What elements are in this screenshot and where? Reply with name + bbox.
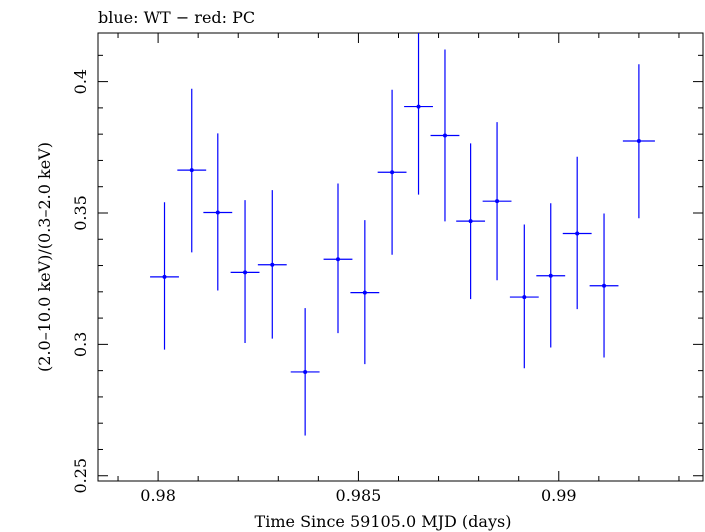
y-tick-label: 0.35 [71, 195, 90, 231]
data-point [404, 33, 433, 195]
data-marker [468, 219, 473, 224]
data-point [177, 88, 207, 253]
data-marker [243, 270, 248, 275]
data-point [430, 49, 460, 222]
data-point [257, 190, 287, 339]
data-point [589, 213, 619, 358]
chart-title: blue: WT − red: PC [98, 8, 255, 27]
data-marker [215, 210, 220, 215]
data-marker [162, 274, 167, 279]
data-point [562, 156, 592, 310]
data-marker [335, 257, 340, 262]
data-point [350, 220, 380, 365]
data-points [150, 33, 655, 436]
x-axis-label: Time Since 59105.0 MJD (days) [255, 512, 512, 531]
data-marker [636, 138, 641, 143]
data-marker [495, 199, 500, 204]
data-marker [602, 283, 607, 288]
data-point [536, 203, 566, 348]
data-point [622, 64, 655, 219]
data-marker [303, 369, 308, 374]
data-marker [390, 170, 395, 175]
data-point [377, 89, 407, 255]
data-marker [416, 104, 421, 109]
data-marker [522, 295, 527, 300]
data-marker [362, 290, 367, 295]
x-tick-label: 0.99 [541, 486, 577, 505]
y-axis-label: (2.0–10.0 keV)/(0.3–2.0 keV) [35, 142, 54, 372]
axis-tick-labels: 0.98 0.985 0.99 0.25 0.3 0.35 0.4 [71, 69, 577, 505]
x-tick-label: 0.98 [140, 486, 176, 505]
y-tick-label: 0.4 [71, 69, 90, 94]
data-point [482, 122, 512, 281]
x-tick-label: 0.985 [336, 486, 382, 505]
data-point [230, 200, 260, 344]
data-marker [270, 262, 275, 267]
y-tick-label: 0.25 [71, 458, 90, 494]
data-marker [189, 168, 194, 173]
data-marker [575, 231, 580, 236]
data-marker [442, 133, 447, 138]
data-point [456, 143, 486, 300]
data-point [203, 133, 233, 291]
data-point [150, 202, 179, 350]
plot-frame [97, 32, 704, 482]
data-point [323, 183, 353, 334]
axis-ticks [98, 33, 703, 481]
data-marker [548, 273, 553, 278]
y-tick-label: 0.3 [71, 332, 90, 357]
data-point [509, 224, 539, 369]
data-point [290, 308, 320, 436]
